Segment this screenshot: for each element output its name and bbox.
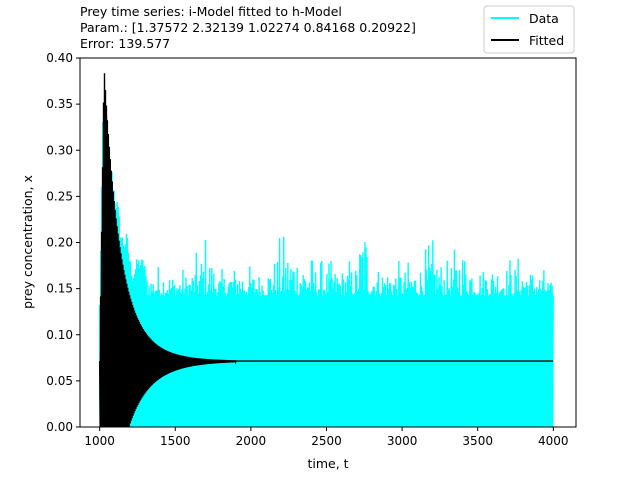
y-tick-label: 0.20 (46, 236, 73, 250)
y-tick-label: 0.35 (46, 97, 73, 111)
x-axis-ticks: 1000 1500 2000 2500 3000 3500 4000 (84, 427, 569, 448)
x-tick-label: 2500 (311, 434, 342, 448)
x-tick-label: 2000 (236, 434, 267, 448)
x-tick-label: 3500 (462, 434, 493, 448)
y-axis-label: prey concentration, x (20, 175, 35, 309)
y-tick-label: 0.25 (46, 189, 73, 203)
series-fitted-group (98, 73, 554, 427)
y-tick-label: 0.40 (46, 51, 73, 65)
title-line-3: Error: 139.577 (80, 36, 171, 51)
title-line-1: Prey time series: i-Model fitted to h-Mo… (80, 4, 342, 19)
series-data-line (98, 101, 554, 427)
legend-label-data: Data (529, 11, 559, 26)
y-tick-label: 0.00 (46, 420, 73, 434)
x-tick-label: 4000 (538, 434, 569, 448)
y-tick-label: 0.10 (46, 328, 73, 342)
y-tick-label: 0.05 (46, 374, 73, 388)
x-tick-label: 1500 (160, 434, 191, 448)
series-data-group (98, 101, 554, 427)
y-tick-label: 0.30 (46, 143, 73, 157)
legend: Data Fitted (483, 5, 575, 54)
y-axis-ticks: 0.00 0.05 0.10 0.15 0.20 0.25 0.30 0.35 0.40 (46, 51, 80, 434)
y-tick-label: 0.15 (46, 282, 73, 296)
x-tick-label: 1000 (84, 434, 115, 448)
series-fitted-line (98, 73, 554, 427)
x-axis-label: time, t (307, 456, 348, 471)
x-tick-label: 3000 (387, 434, 418, 448)
legend-label-fitted: Fitted (529, 33, 564, 48)
title-line-2: Param.: [1.37572 2.32139 1.02274 0.84168… (80, 20, 416, 35)
